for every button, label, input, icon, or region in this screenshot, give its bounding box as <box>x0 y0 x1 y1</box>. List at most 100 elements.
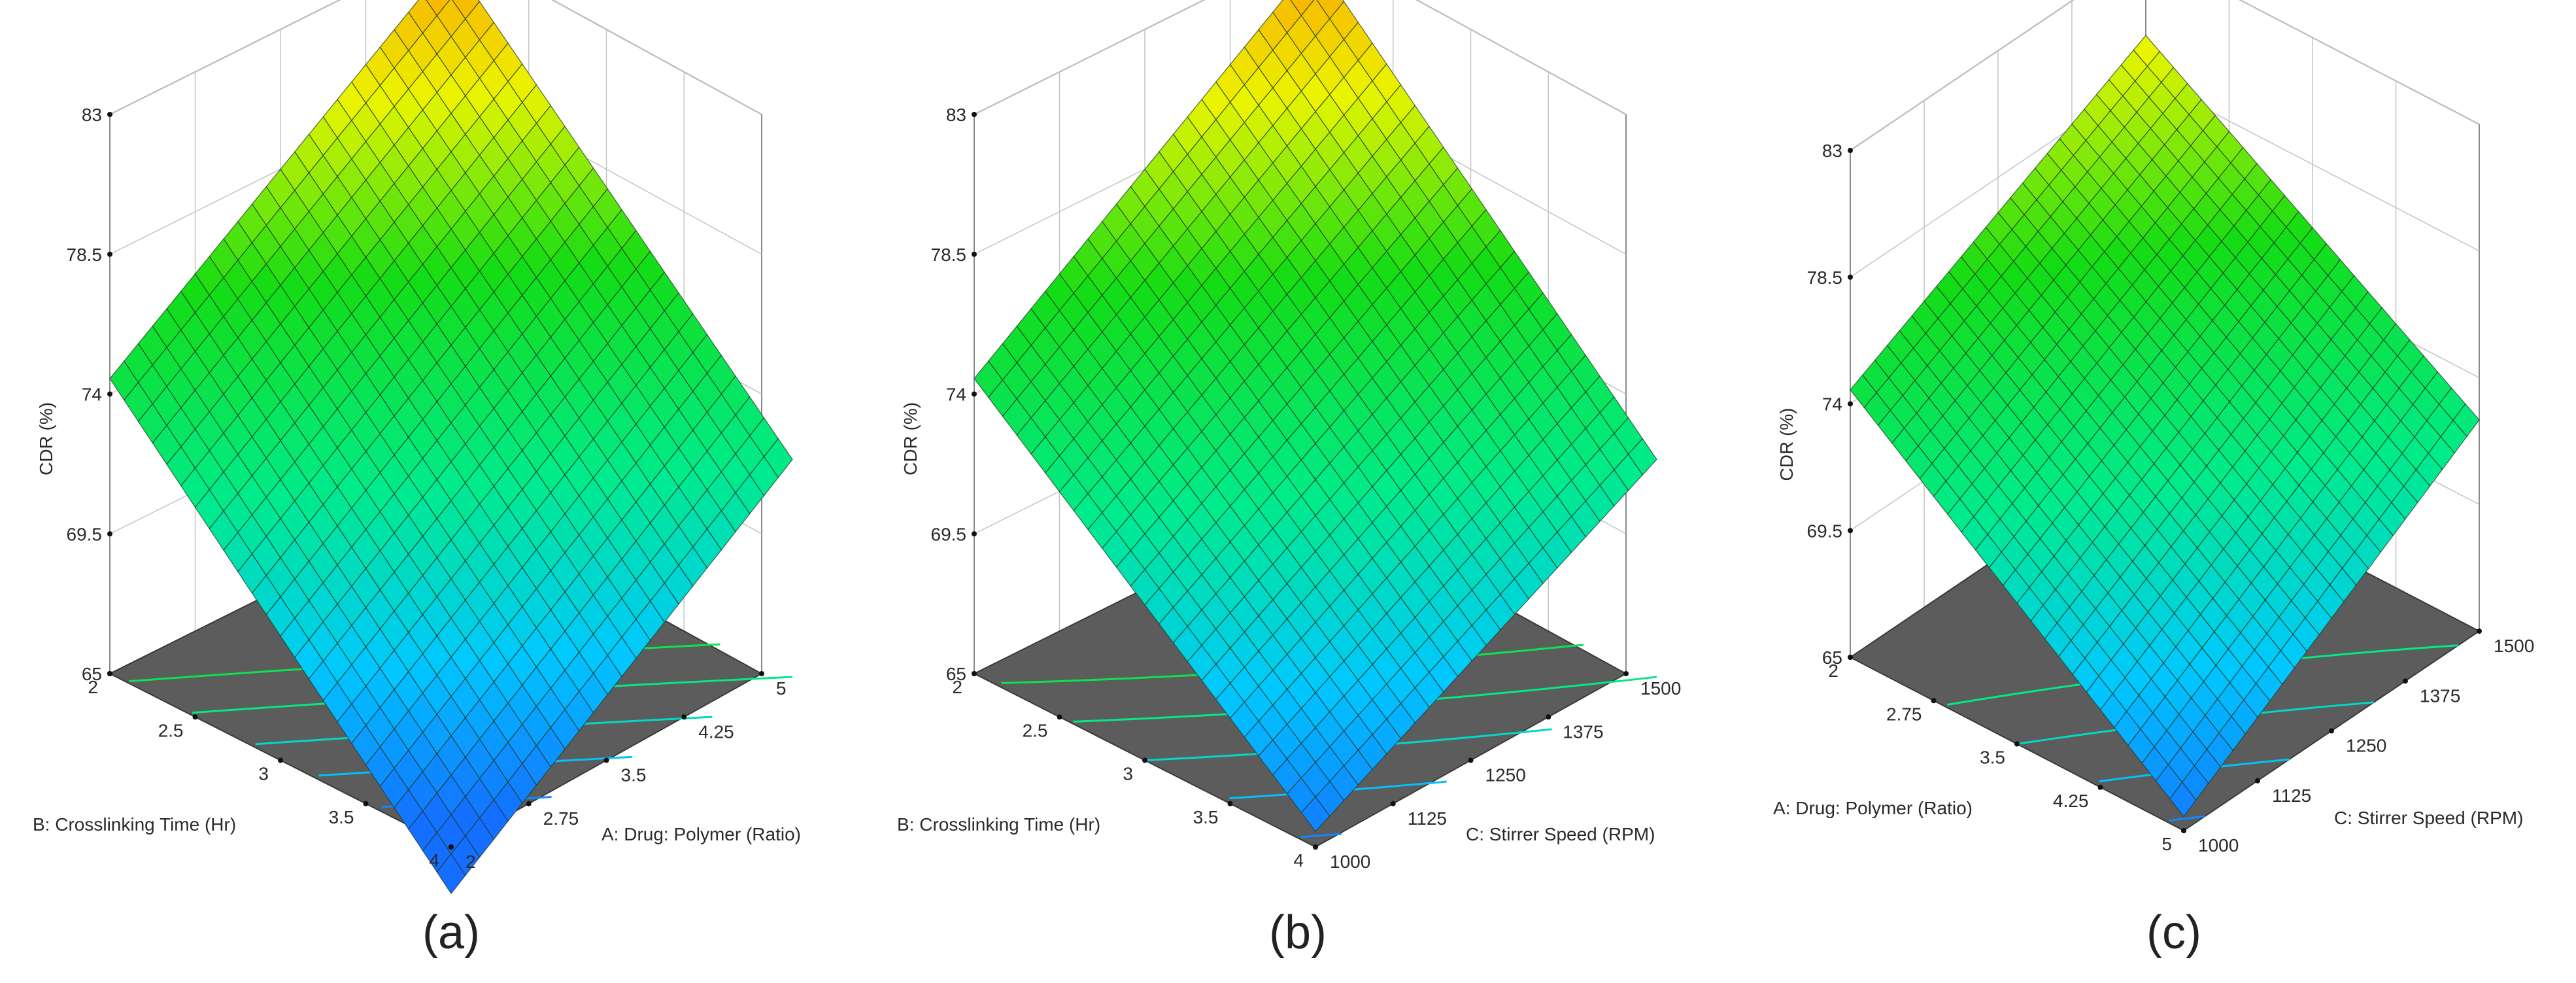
right-axis-tick-mark <box>2329 728 2334 734</box>
right-axis-tick-label: 1000 <box>1330 852 1370 872</box>
right-axis-tick-mark <box>2181 828 2186 833</box>
left-axis-tick-label: 3.5 <box>1193 807 1219 827</box>
right-axis-tick-label: 1500 <box>1640 678 1681 698</box>
left-axis-tick-label: 3 <box>258 764 269 784</box>
z-tick-label: 78.5 <box>67 245 103 265</box>
response-surface <box>1850 35 2480 818</box>
right-axis-tick-mark <box>2477 629 2482 634</box>
left-axis-tick-label: 4.25 <box>2053 791 2089 811</box>
z-tick-mark <box>972 112 977 117</box>
right-axis-tick-label: 5 <box>776 678 787 698</box>
right-axis-tick-label: 2 <box>466 852 476 872</box>
z-tick-mark <box>972 251 977 257</box>
z-tick-label: 83 <box>82 105 102 125</box>
z-tick-mark <box>972 391 977 397</box>
left-axis-title: B: Crosslinking Time (Hr) <box>897 814 1100 835</box>
right-axis-tick-label: 1250 <box>2346 736 2386 756</box>
right-axis-tick-label: 3.5 <box>621 765 647 785</box>
z-tick-mark <box>107 251 112 257</box>
z-axis-title: CDR (%) <box>36 402 56 475</box>
left-axis-tick-mark <box>1142 757 1147 763</box>
right-axis-tick-mark <box>526 801 532 806</box>
left-axis-tick-mark <box>107 671 112 676</box>
z-tick-mark <box>107 391 112 397</box>
right-axis-tick-label: 1375 <box>2420 685 2460 706</box>
panel-label: (c) <box>2146 906 2201 959</box>
contour-line <box>1300 833 1342 838</box>
z-tick-label: 74 <box>1822 394 1842 415</box>
right-axis-tick-mark <box>1468 757 1474 763</box>
right-axis-tick-mark <box>1390 801 1396 806</box>
z-axis-title: CDR (%) <box>1776 408 1797 481</box>
chart-panel-a: 65 69.5 74 78.5 83 CDR (%) 2 2.5 3 3.5 4 B: Crossli… <box>33 0 801 959</box>
left-axis-tick-mark <box>2014 741 2020 747</box>
right-axis: 5 4.25 3.5 2.75 2 A: Drug: Polymer (Ratio) <box>449 671 801 872</box>
left-axis-tick-mark <box>192 714 198 720</box>
right-axis-title: C: Stirrer Speed (RPM) <box>1466 824 1655 844</box>
right-axis-tick-mark <box>603 757 609 763</box>
z-tick-mark <box>107 112 112 117</box>
left-axis-tick-label: 4 <box>429 850 439 871</box>
left-axis-tick-mark <box>2097 784 2103 790</box>
z-tick-label: 74 <box>82 385 102 405</box>
right-axis: 1500 1375 1250 1125 1000 C: Stirrer Speed (RP… <box>2181 629 2534 855</box>
left-axis-tick-label: 5 <box>2161 834 2172 854</box>
left-axis-tick-label: 2 <box>1828 661 1839 681</box>
left-axis-tick-label: 3.5 <box>1980 748 2005 768</box>
surface-cell <box>2169 782 2197 818</box>
right-axis-tick-mark <box>1313 844 1318 850</box>
left-axis: 2 2.5 3 3.5 4 B: Crosslinking Time (Hr) <box>33 671 454 871</box>
response-surface <box>974 0 1657 833</box>
z-tick-label: 83 <box>946 105 966 125</box>
z-axis: 65 69.5 74 78.5 83 CDR (%) <box>900 105 977 684</box>
right-axis-tick-label: 2.75 <box>543 808 579 829</box>
left-axis-tick-label: 2 <box>88 677 98 697</box>
panel-label: (a) <box>422 906 480 959</box>
right-axis-tick-label: 1000 <box>2198 835 2239 855</box>
left-axis: 2 2.5 3 3.5 4 B: Crosslinking Time (Hr) <box>897 671 1318 871</box>
right-axis-tick-mark <box>2403 678 2408 684</box>
left-axis: 2 2.75 3.5 4.25 5 A: Drug: Polymer (Ratio) <box>1773 655 2186 854</box>
z-tick-label: 69.5 <box>931 524 967 544</box>
z-tick-label: 69.5 <box>1807 521 1843 541</box>
z-tick-label: 65 <box>82 664 102 684</box>
z-tick-label: 74 <box>946 385 966 405</box>
z-tick-label: 65 <box>946 664 966 684</box>
z-tick-label: 78.5 <box>1807 267 1843 288</box>
left-axis-tick-mark <box>972 671 977 676</box>
z-tick-mark <box>1848 528 1853 534</box>
right-axis-tick-label: 1125 <box>1408 808 1447 829</box>
left-axis-tick-label: 2.75 <box>1886 704 1922 724</box>
left-axis-tick-mark <box>1848 655 1853 660</box>
right-axis-tick-mark <box>449 844 454 850</box>
chart-panel-b: 65 69.5 74 78.5 83 CDR (%) 2 2.5 3 3.5 4 B: Crossli… <box>897 0 1681 959</box>
right-axis-tick-label: 1375 <box>1563 721 1603 742</box>
right-axis-tick-mark <box>759 671 764 676</box>
right-axis-tick-mark <box>681 714 687 720</box>
surface-cell <box>436 853 466 895</box>
z-axis: 65 69.5 74 78.5 83 CDR (%) <box>36 105 112 684</box>
right-axis-title: C: Stirrer Speed (RPM) <box>2334 808 2523 828</box>
z-tick-mark <box>1848 401 1853 407</box>
right-axis-tick-mark <box>2255 778 2260 784</box>
right-axis-tick-label: 1500 <box>2494 636 2534 656</box>
z-tick-label: 78.5 <box>931 245 967 265</box>
left-axis-title: A: Drug: Polymer (Ratio) <box>1773 798 1973 818</box>
left-axis-tick-mark <box>363 801 369 806</box>
right-axis-tick-mark <box>1546 714 1551 720</box>
right-axis-tick-label: 1125 <box>2272 785 2311 806</box>
surface-cell <box>1300 796 1330 833</box>
left-axis-tick-mark <box>1057 714 1062 720</box>
right-axis: 1500 1375 1250 1125 1000 C: Stirrer Speed (RP… <box>1313 671 1681 872</box>
left-axis-title: B: Crosslinking Time (Hr) <box>33 814 236 835</box>
left-axis-tick-mark <box>1931 698 1937 704</box>
z-tick-label: 69.5 <box>67 524 103 544</box>
right-axis-title: A: Drug: Polymer (Ratio) <box>602 824 801 844</box>
left-axis-tick-label: 2 <box>952 677 962 697</box>
z-tick-mark <box>107 531 112 537</box>
left-axis-tick-label: 2.5 <box>158 720 184 740</box>
right-axis-tick-label: 4.25 <box>698 721 734 742</box>
z-tick-label: 83 <box>1822 141 1842 161</box>
z-tick-mark <box>1848 148 1853 153</box>
